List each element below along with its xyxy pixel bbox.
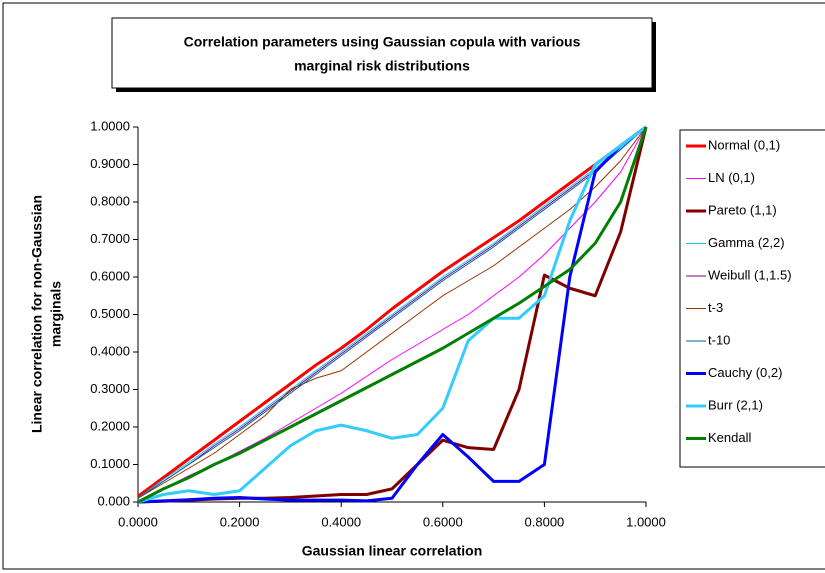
- x-tick-label: 0.0000: [118, 514, 158, 529]
- series-line: [137, 126, 647, 499]
- y-axis-label: Linear correlation for non-Gaussian: [29, 195, 45, 433]
- y-tick-label: 0.3000: [90, 381, 130, 396]
- legend-label: Cauchy (0,2): [708, 365, 782, 380]
- x-tick-label: 0.8000: [525, 514, 565, 529]
- title-box: [111, 17, 653, 89]
- series-line: [137, 125, 647, 504]
- y-tick-label: 0.2000: [90, 418, 130, 433]
- chart-title: Correlation parameters using Gaussian co…: [184, 34, 581, 50]
- x-tick-label: 0.4000: [321, 514, 361, 529]
- y-axis-label: marginals: [48, 281, 64, 347]
- series-line: [137, 125, 647, 498]
- x-tick-label: 0.6000: [423, 514, 463, 529]
- legend-label: Kendall: [708, 430, 751, 445]
- legend-label: Burr (2,1): [708, 397, 763, 412]
- series-line: [137, 126, 648, 504]
- legend-label: LN (0,1): [708, 170, 755, 185]
- series-line: [137, 125, 647, 504]
- x-tick-label: 0.2000: [220, 514, 260, 529]
- series-line: [137, 126, 647, 499]
- legend-label: Weibull (1,1.5): [708, 267, 792, 282]
- legend-label: Normal (0,1): [708, 137, 780, 152]
- legend-box: [679, 129, 825, 468]
- legend-label: Gamma (2,2): [708, 235, 785, 250]
- y-tick-label: 0.4000: [90, 343, 130, 358]
- legend-label: t-3: [708, 300, 723, 315]
- chart-title: marginal risk distributions: [294, 58, 470, 74]
- y-tick-label: 0.8000: [90, 193, 130, 208]
- y-tick-label: 0.1000: [90, 456, 130, 471]
- y-tick-label: 0.5000: [90, 306, 130, 321]
- y-tick-label: 0.6000: [90, 268, 130, 283]
- y-tick-label: 0.7000: [90, 231, 130, 246]
- y-tick-label: 0.000: [97, 493, 130, 508]
- y-tick-label: 0.9000: [90, 156, 130, 171]
- y-tick-label: 1.0000: [90, 118, 130, 133]
- series-line: [137, 126, 647, 499]
- series-line: [137, 126, 647, 499]
- x-tick-label: 1.0000: [626, 514, 666, 529]
- legend-label: t-10: [708, 332, 730, 347]
- legend-label: Pareto (1,1): [708, 202, 777, 217]
- x-axis-label: Gaussian linear correlation: [302, 543, 483, 559]
